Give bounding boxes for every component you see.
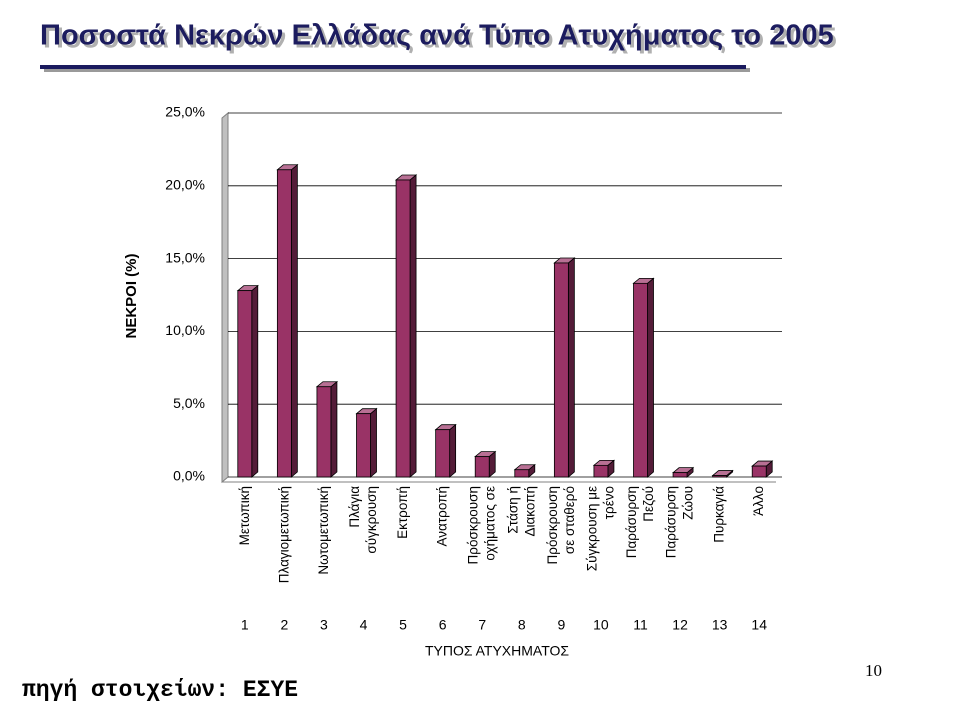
bar-side — [251, 284, 259, 478]
x-tick-label: Παράσυρση Πεζού — [624, 486, 656, 558]
x-tick-label: Πρόσκρουση οχήματος σε — [465, 486, 497, 564]
side-wall — [221, 111, 229, 484]
bar — [276, 169, 292, 478]
bar — [514, 469, 530, 478]
title-rule-shadow — [44, 68, 750, 72]
bar — [593, 464, 609, 478]
category-number: 4 — [360, 617, 368, 633]
x-axis-title: ΤΥΠΟΣ ΑΤΥΧΗΜΑΤΟΣ — [425, 643, 569, 659]
bar — [395, 179, 411, 478]
bar — [751, 465, 767, 478]
bar-side — [409, 174, 417, 478]
y-tick-label: 20,0% — [165, 177, 205, 193]
bar — [633, 282, 648, 478]
x-tick-label: Στάση ή Διακοπή — [505, 486, 537, 537]
bar-side — [370, 407, 377, 478]
bar-side — [567, 257, 575, 478]
category-number: 7 — [478, 617, 486, 633]
bar — [553, 262, 569, 478]
category-number: 14 — [751, 617, 767, 633]
category-number: 5 — [399, 617, 407, 633]
category-number: 2 — [280, 617, 288, 633]
category-number: 1 — [241, 617, 249, 633]
category-number: 9 — [557, 617, 565, 633]
category-number: 10 — [593, 617, 609, 633]
x-tick-label: Ανατροπή — [434, 486, 449, 546]
chart-title: Ποσοστά Νεκρών Ελλάδας ανά Τύπο Ατυχήματ… — [40, 20, 834, 52]
category-number: 3 — [320, 617, 328, 633]
bar — [316, 386, 332, 478]
category-number: 13 — [712, 617, 728, 633]
source-note: πηγή στοιχείων: ΕΣΥΕ — [22, 677, 298, 703]
bar-side — [647, 277, 654, 478]
y-tick-label: 10,0% — [165, 322, 205, 338]
bar — [356, 413, 371, 478]
x-tick-label: Μετωπική — [236, 486, 251, 545]
y-tick-label: 15,0% — [165, 249, 205, 265]
x-tick-label: Παράσυρση Ζώου — [663, 486, 695, 558]
x-tick-label: Πλάγια σύγκρουση — [347, 486, 379, 554]
bar — [237, 290, 253, 478]
x-tick-label: Νωτομετωπική — [315, 486, 330, 575]
x-tick-label: Πλαγιομετωπική — [276, 486, 291, 583]
y-tick-label: 25,0% — [165, 104, 205, 120]
bar — [712, 475, 728, 478]
category-number: 8 — [518, 617, 526, 633]
x-tick-label: Πρόσκρουση σε σταθερό — [544, 486, 576, 564]
bar-side — [330, 380, 338, 478]
bar — [474, 456, 490, 478]
x-tick-label: Σύγκρουση με τρένο — [584, 486, 616, 571]
x-tick-label: Άλλο — [751, 486, 766, 516]
page-number: 10 — [865, 661, 882, 680]
y-tick-label: 5,0% — [173, 395, 205, 411]
bar-side — [449, 423, 457, 478]
title-rule — [40, 65, 746, 69]
y-tick-label: 0,0% — [173, 468, 205, 484]
x-tick-label: Πυρκαγιά — [711, 486, 726, 543]
category-number: 12 — [672, 617, 688, 633]
bar — [435, 429, 451, 478]
y-axis-title: ΝΕΚΡΟΙ (%) — [123, 253, 140, 338]
bar-side — [290, 163, 298, 478]
x-tick-label: Εκτροπή — [395, 486, 410, 539]
bar — [672, 472, 688, 478]
category-number: 6 — [439, 617, 447, 633]
category-number: 11 — [633, 617, 648, 633]
